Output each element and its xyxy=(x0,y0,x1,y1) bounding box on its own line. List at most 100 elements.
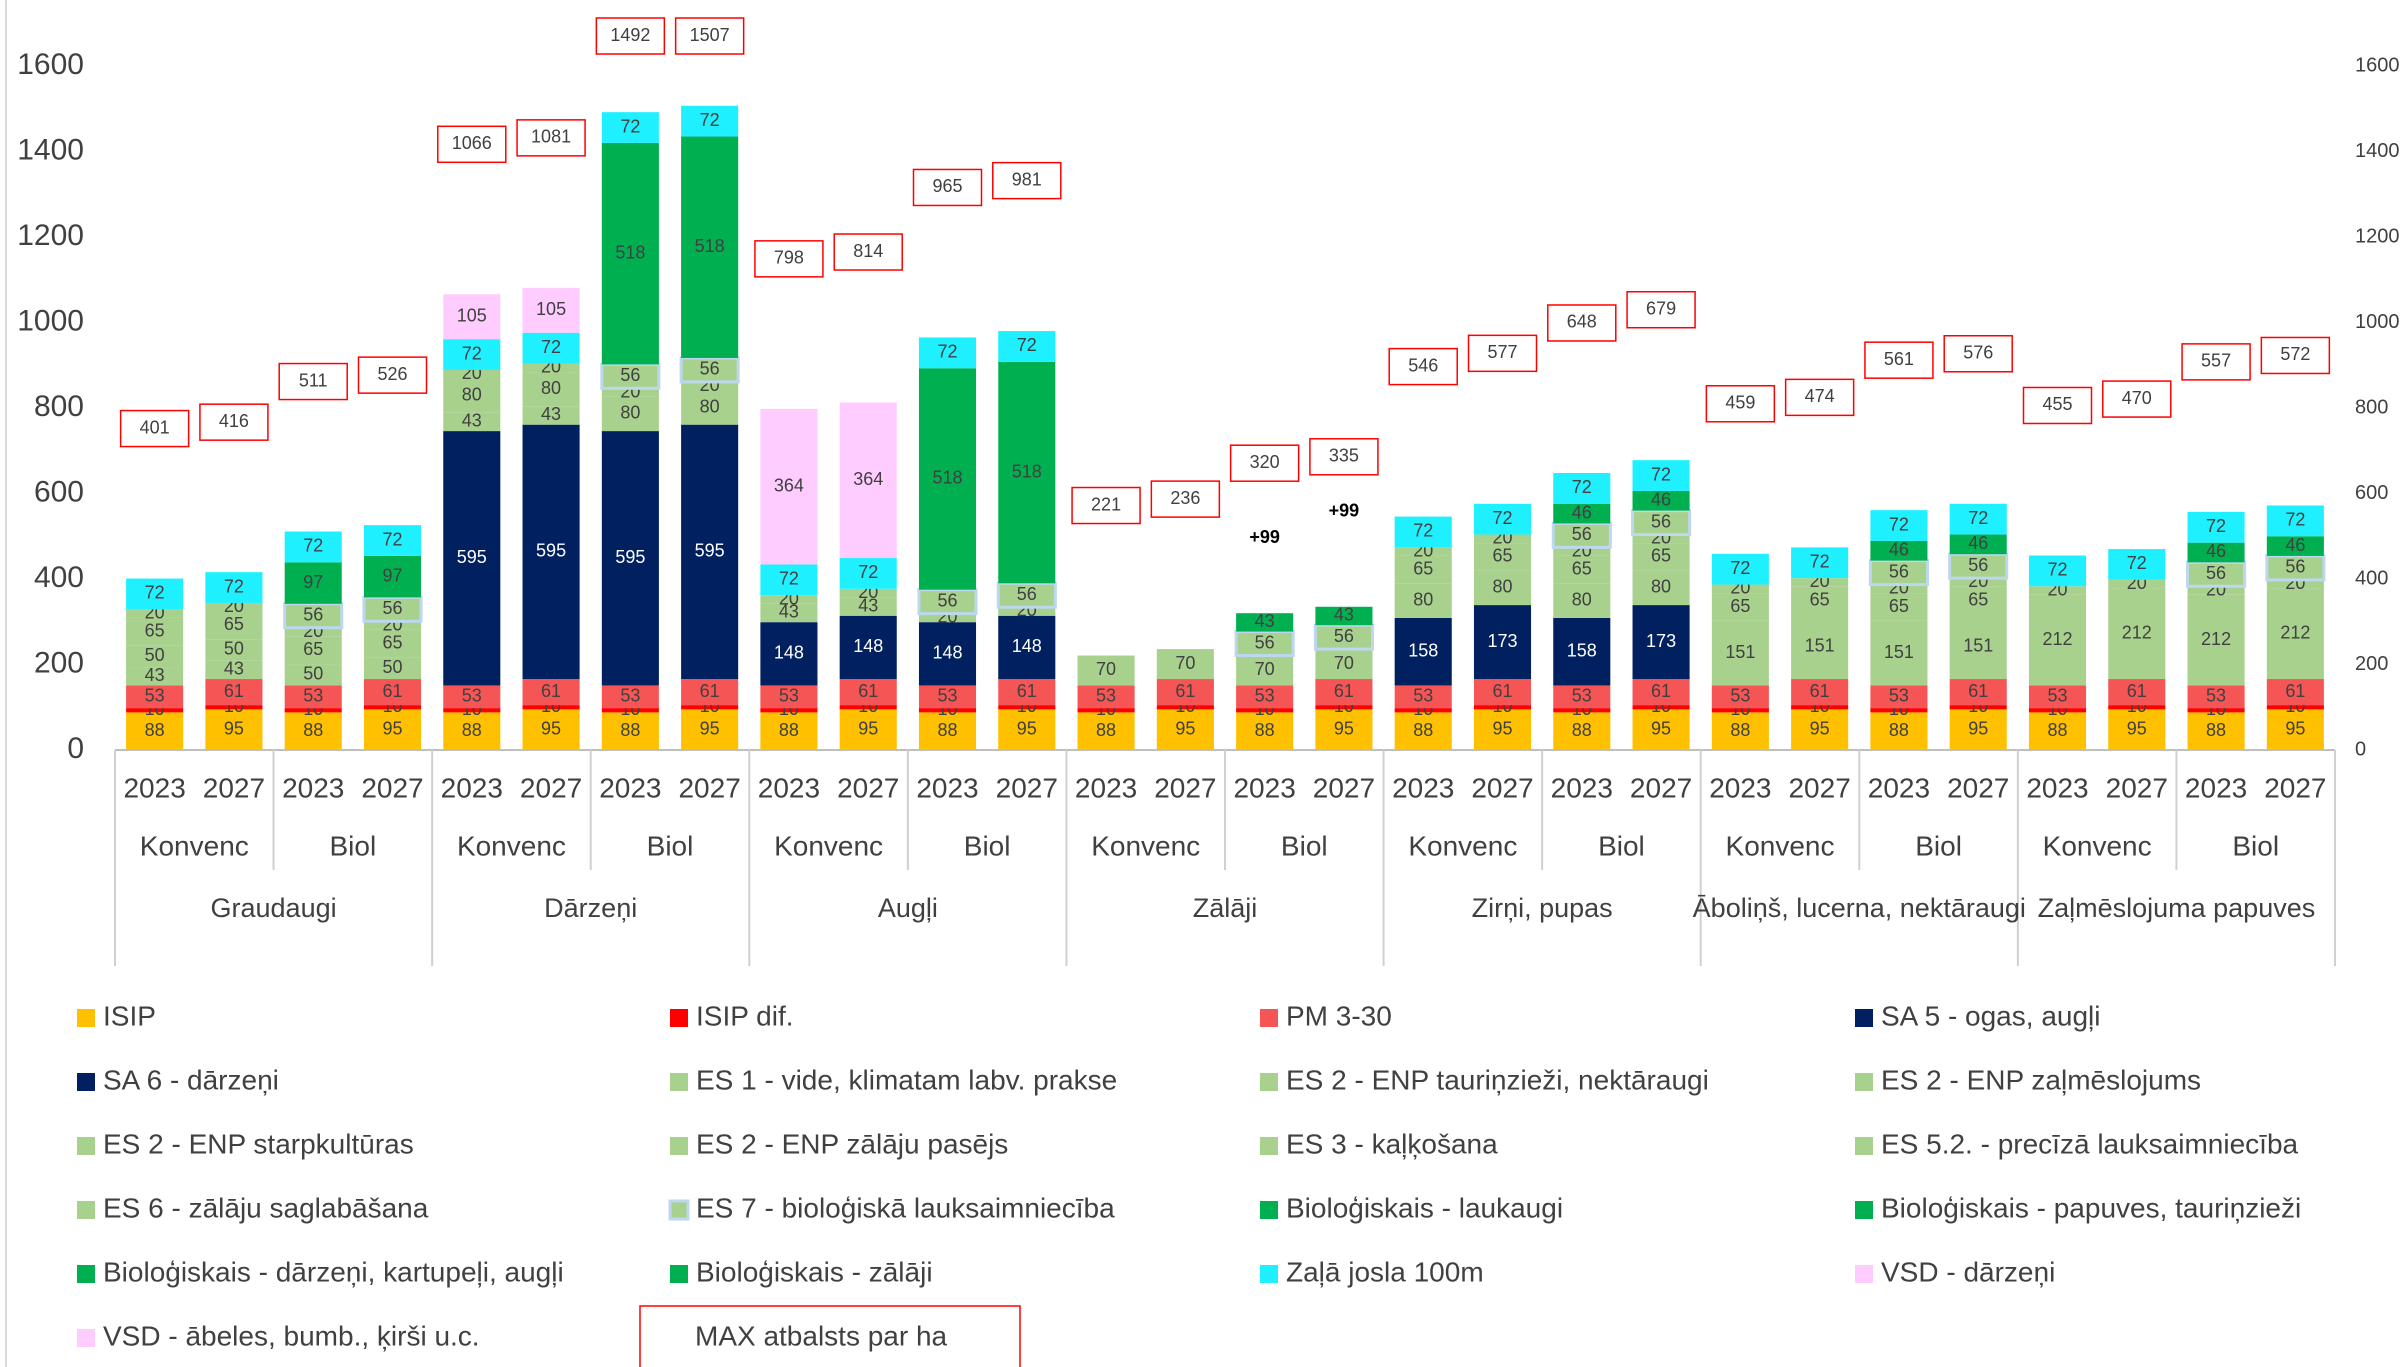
x-tick-label: 2027 xyxy=(520,772,582,803)
bar-segment xyxy=(363,657,422,680)
group-label: Augļi xyxy=(877,893,938,923)
segment-label: 595 xyxy=(536,541,566,561)
segment-label: 65 xyxy=(382,633,402,653)
bar-segment xyxy=(363,621,422,630)
bar-segment xyxy=(918,708,977,713)
bar-segment xyxy=(1236,712,1294,750)
segment-label: 80 xyxy=(1492,577,1512,597)
bar-segment xyxy=(998,361,1056,584)
max-label: 236 xyxy=(1170,488,1200,508)
segment-label: 70 xyxy=(1175,653,1195,673)
max-label: 474 xyxy=(1805,386,1835,406)
y-tick-label: 600 xyxy=(34,475,84,508)
max-label: 981 xyxy=(1012,169,1042,189)
system-label: Biol xyxy=(330,830,377,861)
y-tick-label: 400 xyxy=(34,561,84,594)
bar-segment xyxy=(1156,679,1214,706)
bar-segment xyxy=(363,555,422,598)
segment-label: 53 xyxy=(2206,686,2226,706)
segment-label: 46 xyxy=(2206,541,2226,561)
segment-label: 95 xyxy=(1334,718,1354,738)
segment-label: 72 xyxy=(1651,464,1671,484)
bar-segment xyxy=(522,705,580,710)
max-box xyxy=(1229,444,1300,482)
group-label: Zirņi, pupas xyxy=(1471,893,1613,923)
max-label: 1492 xyxy=(610,25,650,45)
segment-label: 72 xyxy=(937,342,957,362)
segment-label: 46 xyxy=(1572,502,1592,522)
bar-segment xyxy=(1870,620,1928,686)
segment-label: 72 xyxy=(1730,558,1750,578)
y2-tick-label: 0 xyxy=(2355,738,2366,760)
system-label: Konvenc xyxy=(2043,830,2152,861)
bar-segment xyxy=(681,705,739,710)
bar-segment xyxy=(1077,685,1135,709)
system-label: Biol xyxy=(1598,830,1645,861)
legend-swatch xyxy=(77,1073,95,1091)
bar-segment xyxy=(601,708,659,713)
legend-label: VSD - ābeles, bumb., ķirši u.c. xyxy=(103,1320,480,1351)
bar-segment xyxy=(681,381,739,391)
segment-label: 56 xyxy=(620,365,640,385)
segment-label: 151 xyxy=(1884,642,1914,662)
segment-label: 95 xyxy=(1492,718,1512,738)
bar-segment xyxy=(1711,553,1769,585)
segment-label: 61 xyxy=(1175,681,1195,701)
max-box xyxy=(1071,486,1141,525)
bar-segment xyxy=(1156,709,1214,750)
segment-label: 53 xyxy=(303,686,323,706)
bar-segment xyxy=(601,685,659,709)
segment-label: 80 xyxy=(462,384,482,404)
segment-label: 72 xyxy=(382,529,402,549)
max-box xyxy=(1864,341,1934,379)
segment-label: 53 xyxy=(1730,686,1750,706)
segment-label: 72 xyxy=(1017,335,1037,355)
bar-segment xyxy=(1473,679,1532,706)
system-label: Konvenc xyxy=(774,830,883,861)
group-label: Graudaugi xyxy=(210,893,337,923)
max-box xyxy=(1150,480,1221,518)
bar-segment xyxy=(1711,685,1769,709)
max-label: 1081 xyxy=(531,127,571,147)
bar-segment xyxy=(760,708,818,713)
segment-label: 595 xyxy=(615,547,645,567)
group-label-box: Graudaugi xyxy=(210,893,337,923)
segment-label: 72 xyxy=(620,116,640,136)
bar-segment xyxy=(522,287,580,333)
segment-label: 212 xyxy=(2280,622,2310,642)
legend-swatch xyxy=(670,1009,688,1027)
bar-segment xyxy=(1077,708,1135,713)
max-label: 572 xyxy=(2280,344,2310,364)
x-tick-label: 2023 xyxy=(758,772,820,803)
system-label: Biol xyxy=(2232,830,2279,861)
bar-segment xyxy=(1553,708,1611,713)
max-box xyxy=(1388,347,1458,386)
bar-segment xyxy=(443,339,501,370)
bar-segment xyxy=(1632,543,1690,571)
bar-segment xyxy=(1315,679,1373,706)
segment-label: 43 xyxy=(145,665,165,685)
bar-segment xyxy=(1394,617,1452,686)
bar-segment xyxy=(998,615,1056,680)
legend-swatch xyxy=(670,1265,688,1283)
bar-segment xyxy=(2187,708,2245,713)
bar-segment xyxy=(2187,586,2245,595)
bar-segment xyxy=(1473,543,1532,571)
bar-segment xyxy=(126,712,184,750)
max-label: 526 xyxy=(377,364,407,384)
bar-segment xyxy=(601,112,659,143)
segment-label: 43 xyxy=(1334,605,1354,625)
bar-segment xyxy=(1711,708,1769,713)
bar-segment xyxy=(760,408,818,565)
segment-label: 46 xyxy=(1968,533,1988,553)
legend-label: ISIP dif. xyxy=(696,1000,794,1031)
bar-segment xyxy=(284,562,342,604)
bar-segment xyxy=(681,424,739,680)
y-tick-label: 800 xyxy=(34,390,84,423)
bar-segment xyxy=(1632,490,1690,511)
segment-label: 72 xyxy=(700,110,720,130)
bar-segment xyxy=(1791,705,1849,710)
bar-segment xyxy=(2187,542,2245,563)
segment-label: 56 xyxy=(1572,524,1592,544)
segment-label: 88 xyxy=(2047,720,2067,740)
